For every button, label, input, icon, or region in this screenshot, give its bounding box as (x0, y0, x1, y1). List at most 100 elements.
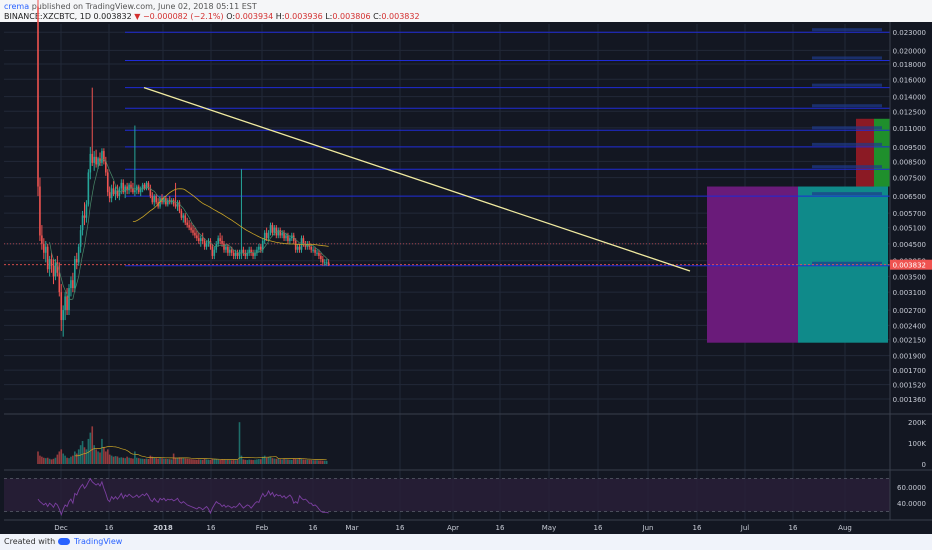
candle-body (248, 249, 250, 253)
price-tick-label: 0.002700 (893, 307, 926, 315)
level-label-chip (812, 165, 882, 169)
candle-body (269, 225, 272, 233)
level-label-chip (812, 142, 882, 146)
candle-body (97, 158, 99, 165)
candle-body (70, 280, 72, 289)
candle-body (64, 296, 66, 311)
candle-body (77, 246, 80, 263)
volume-bar (99, 452, 101, 464)
candle-body (240, 249, 243, 253)
volume-bar (227, 459, 229, 464)
volume-bar (120, 457, 123, 464)
volume-bar (302, 459, 305, 464)
volume-bar (97, 451, 99, 464)
candle-body (283, 232, 285, 239)
volume-bar (155, 458, 157, 464)
volume-bar (267, 457, 270, 464)
volume-bar (320, 460, 322, 464)
volume-bar (263, 455, 266, 464)
candle-body (279, 230, 281, 236)
volume-bar (203, 458, 206, 464)
tradingview-brand-link[interactable]: TradingView (74, 537, 123, 546)
volume-bar (141, 458, 144, 464)
volume-bar (159, 457, 161, 464)
candle-body (203, 240, 206, 247)
volume-bar (196, 459, 198, 464)
close-label: C: (373, 12, 382, 21)
candle-body (60, 292, 63, 321)
author-link[interactable]: crema (4, 2, 30, 11)
time-tick-label: 16 (594, 524, 603, 532)
candle-body (275, 227, 278, 236)
candle-body (281, 232, 283, 236)
candle-body (285, 235, 287, 239)
volume-bar (312, 460, 314, 464)
volume-bar (207, 459, 210, 464)
candle-body (155, 196, 157, 203)
volume-bar (289, 459, 291, 464)
candle-body (246, 252, 249, 256)
volume-bar (81, 441, 84, 464)
level-label-chip (812, 56, 882, 60)
candle-body (192, 230, 194, 233)
time-tick-label: 16 (105, 524, 114, 532)
candle-body (112, 188, 115, 195)
candle-body (314, 249, 316, 253)
volume-bar (70, 456, 72, 464)
candle-body (223, 243, 225, 250)
candle-body (182, 215, 185, 218)
volume-bar (108, 454, 111, 464)
candle-body (180, 210, 183, 218)
candle-body (232, 252, 235, 256)
volume-bar (194, 459, 196, 464)
price-tick-label: 0.008500 (893, 158, 926, 166)
candle-body (103, 151, 105, 162)
volume-bar (232, 460, 235, 464)
volume-bar (170, 459, 173, 464)
volume-bar (95, 449, 97, 464)
volume-bar (157, 458, 159, 464)
candle-body (134, 190, 136, 193)
volume-bar (56, 454, 59, 464)
candle-body (199, 238, 202, 241)
volume-bar (234, 460, 237, 464)
candle-body (128, 184, 130, 191)
chart-canvas[interactable]: 0.023000 0.020000 0.018000 0.016000 0.014000… (0, 0, 932, 534)
volume-bar (294, 458, 297, 464)
volume-bar (291, 459, 293, 464)
volume-bar (147, 458, 150, 464)
candle-body (56, 262, 59, 273)
candle-body (252, 252, 254, 256)
publish-line: crema published on TradingView.com, June… (4, 2, 257, 11)
candle-body (227, 246, 229, 253)
time-tick-label: 16 (496, 524, 505, 532)
volume-bar (258, 458, 260, 464)
candle-body (196, 235, 198, 239)
candle-body (147, 182, 150, 189)
candle-body (201, 238, 204, 241)
price-tick-label: 0.006500 (893, 193, 926, 201)
candle-body (254, 252, 256, 256)
candle-body (244, 252, 247, 256)
candle-body (190, 227, 192, 231)
volume-bar (178, 457, 181, 464)
volume-bar (238, 422, 241, 464)
candle-body (267, 232, 270, 239)
publish-text: published on TradingView.com, June 02, 2… (31, 2, 257, 11)
open-value: 0.003934 (235, 12, 274, 21)
candle-body (139, 188, 142, 193)
volume-bar (246, 460, 249, 464)
time-tick-label: Jul (740, 524, 750, 532)
volume-bar (167, 458, 169, 464)
candle-body (50, 259, 53, 266)
volume-bar (60, 449, 63, 464)
candle-body (91, 153, 94, 163)
volume-bar (174, 457, 177, 464)
price-tick-label: 0.003100 (893, 289, 926, 297)
volume-bar (229, 460, 231, 464)
volume-bar (124, 458, 126, 464)
candle-body (39, 186, 41, 236)
candle-body (271, 225, 274, 233)
volume-bar (37, 451, 39, 464)
candle-body (167, 200, 169, 205)
